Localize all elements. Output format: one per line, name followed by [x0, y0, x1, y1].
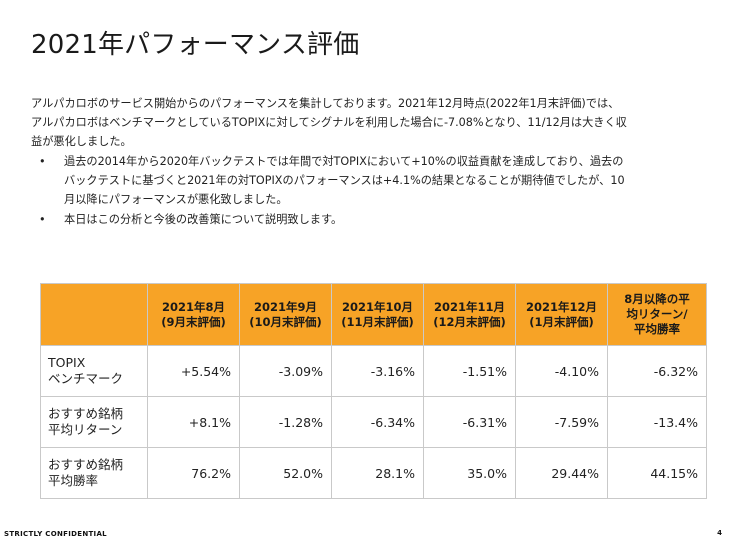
table-cell: -6.32% [607, 345, 707, 397]
table-header-nov: 2021年11月 (12月末評価) [423, 283, 516, 346]
table-cell: 76.2% [147, 447, 240, 499]
table-cell: -7.59% [515, 396, 608, 448]
table-cell: -3.09% [239, 345, 332, 397]
table-cell: 28.1% [331, 447, 424, 499]
table-cell: 52.0% [239, 447, 332, 499]
intro-line: アルパカロボのサービス開始からのパフォーマンスを集計しております。2021年12… [31, 97, 620, 110]
table-cell: 29.44% [515, 447, 608, 499]
table-cell: +8.1% [147, 396, 240, 448]
page-number: 4 [717, 529, 722, 537]
intro-line: 益が悪化しました。 [31, 135, 132, 148]
table-row-topix: TOPIX ベンチマーク +5.54% -3.09% -3.16% -1.51%… [40, 345, 707, 397]
table-cell: -6.31% [423, 396, 516, 448]
intro-paragraph: アルパカロボのサービス開始からのパフォーマンスを集計しております。2021年12… [31, 94, 703, 151]
table-cell: -3.16% [331, 345, 424, 397]
bullet-line: 本日はこの分析と今後の改善策について説明致します。 [64, 213, 343, 226]
bullet-dot: • [39, 213, 46, 226]
bullet-line: 月以降にパフォーマンスが悪化致しました。 [64, 193, 288, 206]
table-header-oct: 2021年10月 (11月末評価) [331, 283, 424, 346]
table-header-empty [40, 283, 148, 346]
table-row-return: おすすめ銘柄 平均リターン +8.1% -1.28% -6.34% -6.31%… [40, 396, 707, 448]
row-label: おすすめ銘柄 平均勝率 [40, 447, 148, 499]
bullet-item: • 過去の2014年から2020年バックテストでは年間で対TOPIXにおいて+1… [31, 152, 703, 209]
table-cell: 35.0% [423, 447, 516, 499]
bullet-line: 過去の2014年から2020年バックテストでは年間で対TOPIXにおいて+10%… [64, 155, 624, 168]
table-cell: -1.51% [423, 345, 516, 397]
bullet-list: • 過去の2014年から2020年バックテストでは年間で対TOPIXにおいて+1… [31, 152, 703, 229]
table-header-average: 8月以降の平 均リターン/ 平均勝率 [607, 283, 707, 346]
table-cell: -1.28% [239, 396, 332, 448]
intro-line: アルパカロボはベンチマークとしているTOPIXに対してシグナルを利用した場合に-… [31, 116, 627, 129]
table-header-dec: 2021年12月 (1月末評価) [515, 283, 608, 346]
table-cell: -4.10% [515, 345, 608, 397]
bullet-dot: • [39, 155, 46, 168]
bullet-item: • 本日はこの分析と今後の改善策について説明致します。 [31, 210, 703, 229]
table-cell: -13.4% [607, 396, 707, 448]
page-title: 2021年パフォーマンス評価 [31, 30, 360, 60]
confidential-label: STRICTLY CONFIDENTIAL [4, 530, 107, 538]
table-header-sep: 2021年9月 (10月末評価) [239, 283, 332, 346]
table-cell: +5.54% [147, 345, 240, 397]
bullet-line: バックテストに基づくと2021年の対TOPIXのパフォーマンスは+4.1%の結果… [64, 174, 625, 187]
table-cell: -6.34% [331, 396, 424, 448]
table-cell: 44.15% [607, 447, 707, 499]
table-row-winrate: おすすめ銘柄 平均勝率 76.2% 52.0% 28.1% 35.0% 29.4… [40, 447, 707, 499]
performance-table: 2021年8月 (9月末評価) 2021年9月 (10月末評価) 2021年10… [40, 283, 707, 499]
row-label: おすすめ銘柄 平均リターン [40, 396, 148, 448]
table-header-aug: 2021年8月 (9月末評価) [147, 283, 240, 346]
row-label: TOPIX ベンチマーク [40, 345, 148, 397]
table-header-row: 2021年8月 (9月末評価) 2021年9月 (10月末評価) 2021年10… [40, 283, 707, 346]
